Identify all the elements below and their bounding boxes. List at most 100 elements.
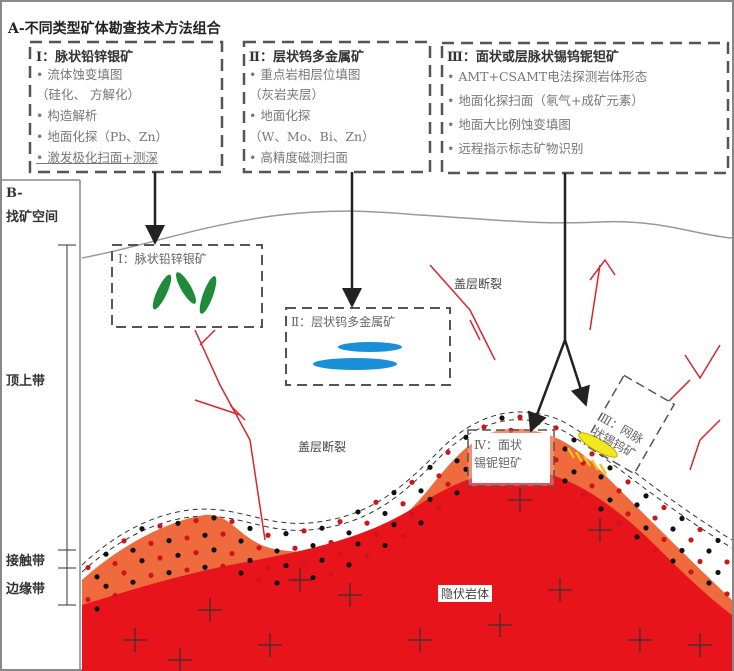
box-item: （硅化、 方解化）: [36, 87, 140, 102]
method-box-iii: [440, 41, 730, 175]
aureole-dot: [355, 509, 361, 515]
aureole-dot: [679, 547, 685, 554]
box-item: • 地面化探: [249, 108, 311, 123]
section-b-title-1: B-: [6, 186, 23, 201]
cross-symbol: [198, 598, 222, 622]
aureole-dot: [652, 547, 658, 553]
ore-iv-label: Ⅳ：面状 锡铌钽矿: [474, 436, 522, 472]
aureole-dot: [454, 490, 460, 496]
box-heading: Ⅲ：面状或层脉状锡钨铌钽矿: [447, 50, 619, 65]
aureole-dot: [445, 449, 451, 455]
aureole-dot: [274, 548, 280, 554]
aureole-dot: [85, 564, 91, 571]
box-item: • 地面大比例蚀变填图: [447, 117, 571, 132]
aureole-dot: [661, 504, 667, 511]
method-box-ii: [242, 40, 432, 174]
aureole-dot: [265, 564, 271, 570]
aureole-dot: [373, 531, 379, 537]
aureole-dot: [598, 506, 604, 512]
stockwork-veins: [566, 447, 608, 475]
aureole-dot: [382, 510, 388, 517]
aureole-dot: [274, 580, 280, 586]
fault-line: [689, 439, 701, 471]
aureole-dot: [589, 451, 595, 457]
aureole-dot: [328, 571, 334, 578]
aureole-dot: [139, 558, 145, 564]
fault-line: [194, 329, 266, 541]
faults: [194, 258, 721, 541]
cross-symbol: [508, 488, 532, 512]
aureole-dot: [247, 557, 253, 564]
aureole-dot: [202, 564, 208, 570]
aureole-dot: [553, 425, 559, 431]
aureole-dot: [328, 539, 334, 546]
zone-label-apical: 顶上带: [6, 370, 46, 389]
ore-i-label: Ⅰ：脉状铅锌银矿: [118, 252, 207, 266]
aureole-dot: [571, 437, 577, 443]
aureole-dot: [643, 493, 649, 499]
aureole-dot: [103, 583, 109, 589]
aureole-dot: [634, 534, 640, 540]
aureole-dot: [157, 555, 163, 561]
ore-iv-label-2: 锡铌钽矿: [474, 456, 523, 470]
aureole-dot: [319, 557, 325, 563]
aureole-dot: [661, 536, 667, 543]
aureole-dot: [706, 548, 712, 554]
aureole-dot: [697, 558, 703, 565]
aureole-dot: [346, 562, 352, 568]
cross-symbol: [688, 633, 712, 657]
aureole-dot: [724, 559, 730, 565]
aureole-dot: [148, 572, 154, 578]
aureole-dot: [220, 563, 226, 569]
zone-label-marginal: 边缘带: [6, 578, 46, 597]
aureole-dot: [562, 446, 568, 452]
aureole-dot: [184, 535, 190, 541]
cross-symbol: [123, 628, 147, 652]
aureole-dot: [625, 511, 631, 517]
box-item: • 地面化探（Pb、Zn）: [36, 129, 168, 144]
aureole-dot: [580, 492, 586, 498]
aureole-dot: [94, 574, 100, 580]
aureole-dot: [166, 538, 172, 544]
aureole-dot: [427, 496, 433, 502]
aureole-dot: [121, 570, 127, 576]
box-item: • 重点岩相层位填图: [249, 67, 361, 82]
method-box-i: [28, 40, 224, 174]
cross-symbol: [588, 518, 612, 542]
intrusion-crosses: [123, 488, 712, 671]
fault-label: 盖层断裂: [454, 277, 503, 291]
aureole-dot: [382, 542, 388, 549]
section-a-title: A-不同类型矿体勘查技术方法组合: [8, 21, 221, 37]
aureole-dot: [724, 591, 730, 597]
cross-symbol: [288, 568, 312, 592]
aureole-dot: [715, 537, 721, 544]
aureole-dot: [562, 478, 568, 484]
fault-line: [684, 344, 721, 380]
aureole-dot: [130, 579, 136, 585]
aureole-dot: [193, 550, 199, 556]
arrow-iii: [563, 339, 590, 407]
aureole-dot: [634, 502, 640, 508]
aureole-dot: [85, 596, 91, 603]
aureole-dot: [175, 552, 181, 558]
aureole-dot: [436, 505, 442, 511]
aureole-dot: [625, 479, 631, 485]
strata-orebody: [338, 342, 402, 352]
ground-surface: [81, 210, 733, 259]
fault-line: [699, 419, 721, 441]
vein-orebody: [152, 274, 172, 310]
aureole-dot: [418, 520, 424, 526]
aureole-dots: [85, 414, 730, 612]
zone-scale: [58, 244, 76, 606]
aureole-dot: [688, 569, 694, 575]
aureole-dot: [688, 537, 694, 543]
aureole-dot: [112, 592, 118, 599]
aureole-dot: [220, 531, 226, 537]
aureole-dot: [454, 458, 460, 464]
aureole-dot: [256, 545, 262, 551]
box-item: • AMT+CSAMT电法探测岩体形态: [447, 69, 648, 84]
fault-line: [589, 264, 601, 331]
aureole-dot: [670, 526, 676, 532]
aureole-dot: [427, 464, 433, 470]
aureole-dot: [364, 520, 370, 526]
